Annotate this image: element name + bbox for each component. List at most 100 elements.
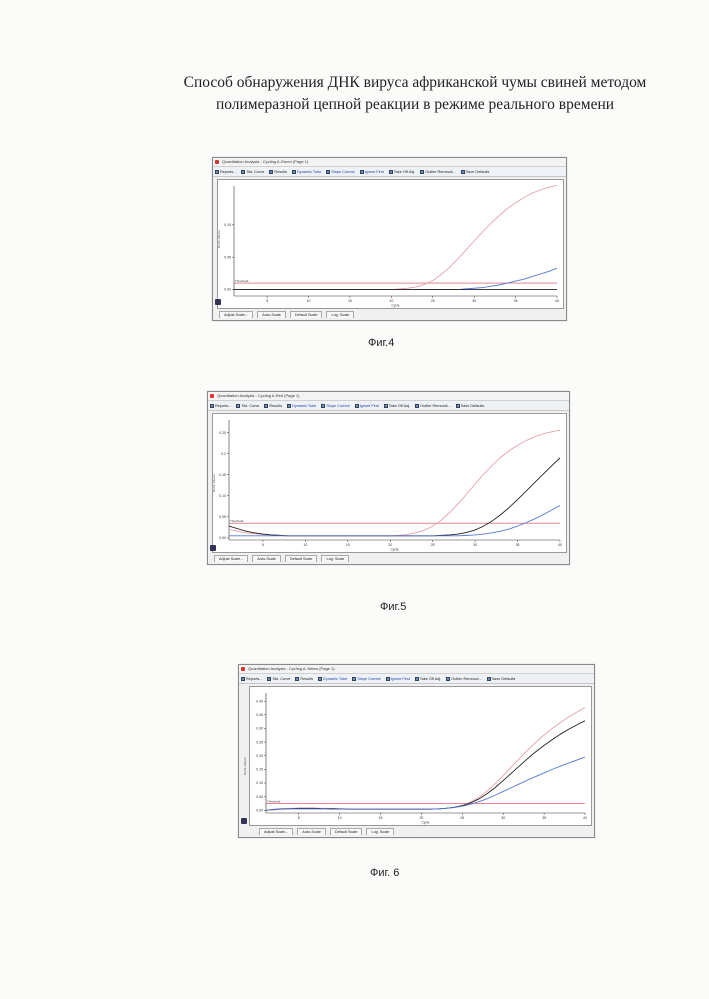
dynamic-tube-icon xyxy=(292,170,296,174)
y-tick-label: 0.15 xyxy=(256,768,263,772)
adjust-scale-button[interactable]: Adjust Scale... xyxy=(259,828,293,835)
outlier-removal-button[interactable]: Outlier Removal... xyxy=(415,404,450,408)
save-defaults-button[interactable]: Save Defaults xyxy=(461,170,490,174)
x-tick-label: 10 xyxy=(307,299,311,303)
y-tick-label: 0.10 xyxy=(219,494,226,498)
results-button[interactable]: Results xyxy=(295,677,313,681)
y-tick-label: 0.20 xyxy=(256,754,263,758)
std-curve-icon xyxy=(267,677,271,681)
series-line-blue[interactable] xyxy=(234,268,557,289)
y-tick-label: 0.25 xyxy=(256,740,263,744)
app-icon xyxy=(241,667,245,671)
reports-button[interactable]: Reports... xyxy=(210,404,231,408)
figure-4-caption: Фиг.4 xyxy=(368,337,394,349)
slope-correct-icon xyxy=(326,170,330,174)
reports-button[interactable]: Reports... xyxy=(241,677,262,681)
take-off-adj-button[interactable]: Take Off Adj. xyxy=(415,677,441,681)
results-icon xyxy=(295,677,299,681)
results-icon xyxy=(269,170,273,174)
scale-bar: Adjust Scale... Auto-Scale Default Scale… xyxy=(239,826,594,835)
outlier-removal-button[interactable]: Outlier Removal... xyxy=(446,677,481,681)
y-axis-label: Norm. Fluoro. xyxy=(212,474,216,492)
x-tick-label: 25 xyxy=(460,816,464,820)
dynamic-tube-button[interactable]: Dynamic Tube xyxy=(318,677,347,681)
std-curve-icon xyxy=(236,404,240,408)
auto-scale-button[interactable]: Auto-Scale xyxy=(252,555,281,562)
series-line-black[interactable] xyxy=(266,721,585,810)
y-tick-label: 0.35 xyxy=(256,713,263,717)
x-axis-label: Cycle xyxy=(422,821,430,825)
scale-bar: Adjust Scale... Auto-Scale Default Scale… xyxy=(213,309,566,318)
window-titlebar: Quantitation Analysis - Cycling A.Green … xyxy=(213,158,566,167)
ignore-first-button[interactable]: Ignore First xyxy=(360,170,384,174)
adjust-scale-button[interactable]: Adjust Scale... xyxy=(219,311,253,318)
save-icon xyxy=(487,677,491,681)
default-scale-button[interactable]: Default Scale xyxy=(330,828,363,835)
dynamic-tube-button[interactable]: Dynamic Tube xyxy=(287,404,316,408)
auto-scale-button[interactable]: Auto-Scale xyxy=(257,311,286,318)
take-off-adj-button[interactable]: Take Off Adj. xyxy=(384,404,410,408)
title-line-2: полимеразной цепной реакции в режиме реа… xyxy=(150,94,680,116)
take-off-adj-button[interactable]: Take Off Adj. xyxy=(389,170,415,174)
threshold-label: Threshold xyxy=(267,799,281,803)
std-curve-icon xyxy=(241,170,245,174)
series-line-black[interactable] xyxy=(229,458,560,536)
series-line-red[interactable] xyxy=(229,430,560,536)
x-tick-label: 35 xyxy=(516,543,520,547)
slope-correct-button[interactable]: Slope Correct xyxy=(326,170,354,174)
x-axis-label: Cycle xyxy=(391,548,399,552)
ignore-first-button[interactable]: Ignore First xyxy=(386,677,410,681)
take-off-icon xyxy=(389,170,393,174)
results-button[interactable]: Results xyxy=(269,170,287,174)
std-curve-button[interactable]: Std. Curve xyxy=(241,170,264,174)
amplification-chart: 5101520253035400.100.050.00CycleThreshol… xyxy=(218,180,563,308)
y-tick-label: 0.10 xyxy=(224,223,231,227)
default-scale-button[interactable]: Default Scale xyxy=(290,311,323,318)
log-scale-button[interactable]: Log. Scale xyxy=(366,828,394,835)
ignore-first-button[interactable]: Ignore First xyxy=(355,404,379,408)
threshold-label: Threshold xyxy=(230,519,244,523)
results-button[interactable]: Results xyxy=(264,404,282,408)
series-line-blue[interactable] xyxy=(266,757,585,810)
outlier-removal-button[interactable]: Outlier Removal... xyxy=(420,170,455,174)
y-tick-label: 0.00 xyxy=(256,808,263,812)
x-tick-label: 15 xyxy=(348,299,352,303)
figure-4-window: Quantitation Analysis - Cycling A.Green … xyxy=(212,157,567,321)
reports-icon xyxy=(215,170,219,174)
auto-scale-button[interactable]: Auto-Scale xyxy=(297,828,326,835)
x-tick-label: 10 xyxy=(338,816,342,820)
amplification-chart: 5101520253035400.250.20.150.100.050.00Cy… xyxy=(213,414,566,552)
y-tick-label: 0.15 xyxy=(219,473,226,477)
reports-icon xyxy=(241,677,245,681)
x-tick-label: 5 xyxy=(262,543,264,547)
series-line-red[interactable] xyxy=(234,185,557,289)
slope-correct-button[interactable]: Slope Correct xyxy=(352,677,380,681)
std-curve-button[interactable]: Std. Curve xyxy=(267,677,290,681)
window-title: Quantitation Analysis - Cycling A.Yellow… xyxy=(248,666,335,671)
adjust-scale-button[interactable]: Adjust Scale... xyxy=(214,555,248,562)
window-titlebar: Quantitation Analysis - Cycling A.Red (P… xyxy=(208,392,569,401)
log-scale-button[interactable]: Log. Scale xyxy=(321,555,349,562)
dynamic-tube-button[interactable]: Dynamic Tube xyxy=(292,170,321,174)
x-tick-label: 25 xyxy=(431,543,435,547)
std-curve-button[interactable]: Std. Curve xyxy=(236,404,259,408)
log-scale-button[interactable]: Log. Scale xyxy=(326,311,354,318)
default-scale-button[interactable]: Default Scale xyxy=(285,555,318,562)
plot-area: 5101520253035400.100.050.00CycleThreshol… xyxy=(217,179,564,309)
y-axis-label: Norm. Fluoro. xyxy=(243,757,247,775)
window-title: Quantitation Analysis - Cycling A.Red (P… xyxy=(217,393,300,398)
plot-area: 5101520253035400.400.350.300.250.200.150… xyxy=(249,686,592,826)
y-tick-label: 0.10 xyxy=(256,781,263,785)
save-defaults-button[interactable]: Save Defaults xyxy=(487,677,516,681)
y-tick-label: 0.30 xyxy=(256,727,263,731)
dynamic-tube-icon xyxy=(318,677,322,681)
series-line-red[interactable] xyxy=(266,707,585,810)
outlier-icon xyxy=(420,170,424,174)
x-tick-label: 5 xyxy=(298,816,300,820)
series-line-blue[interactable] xyxy=(229,505,560,535)
slope-correct-button[interactable]: Slope Correct xyxy=(321,404,349,408)
x-tick-label: 15 xyxy=(346,543,350,547)
reports-button[interactable]: Reports... xyxy=(215,170,236,174)
save-defaults-button[interactable]: Save Defaults xyxy=(456,404,485,408)
x-tick-label: 20 xyxy=(419,816,423,820)
